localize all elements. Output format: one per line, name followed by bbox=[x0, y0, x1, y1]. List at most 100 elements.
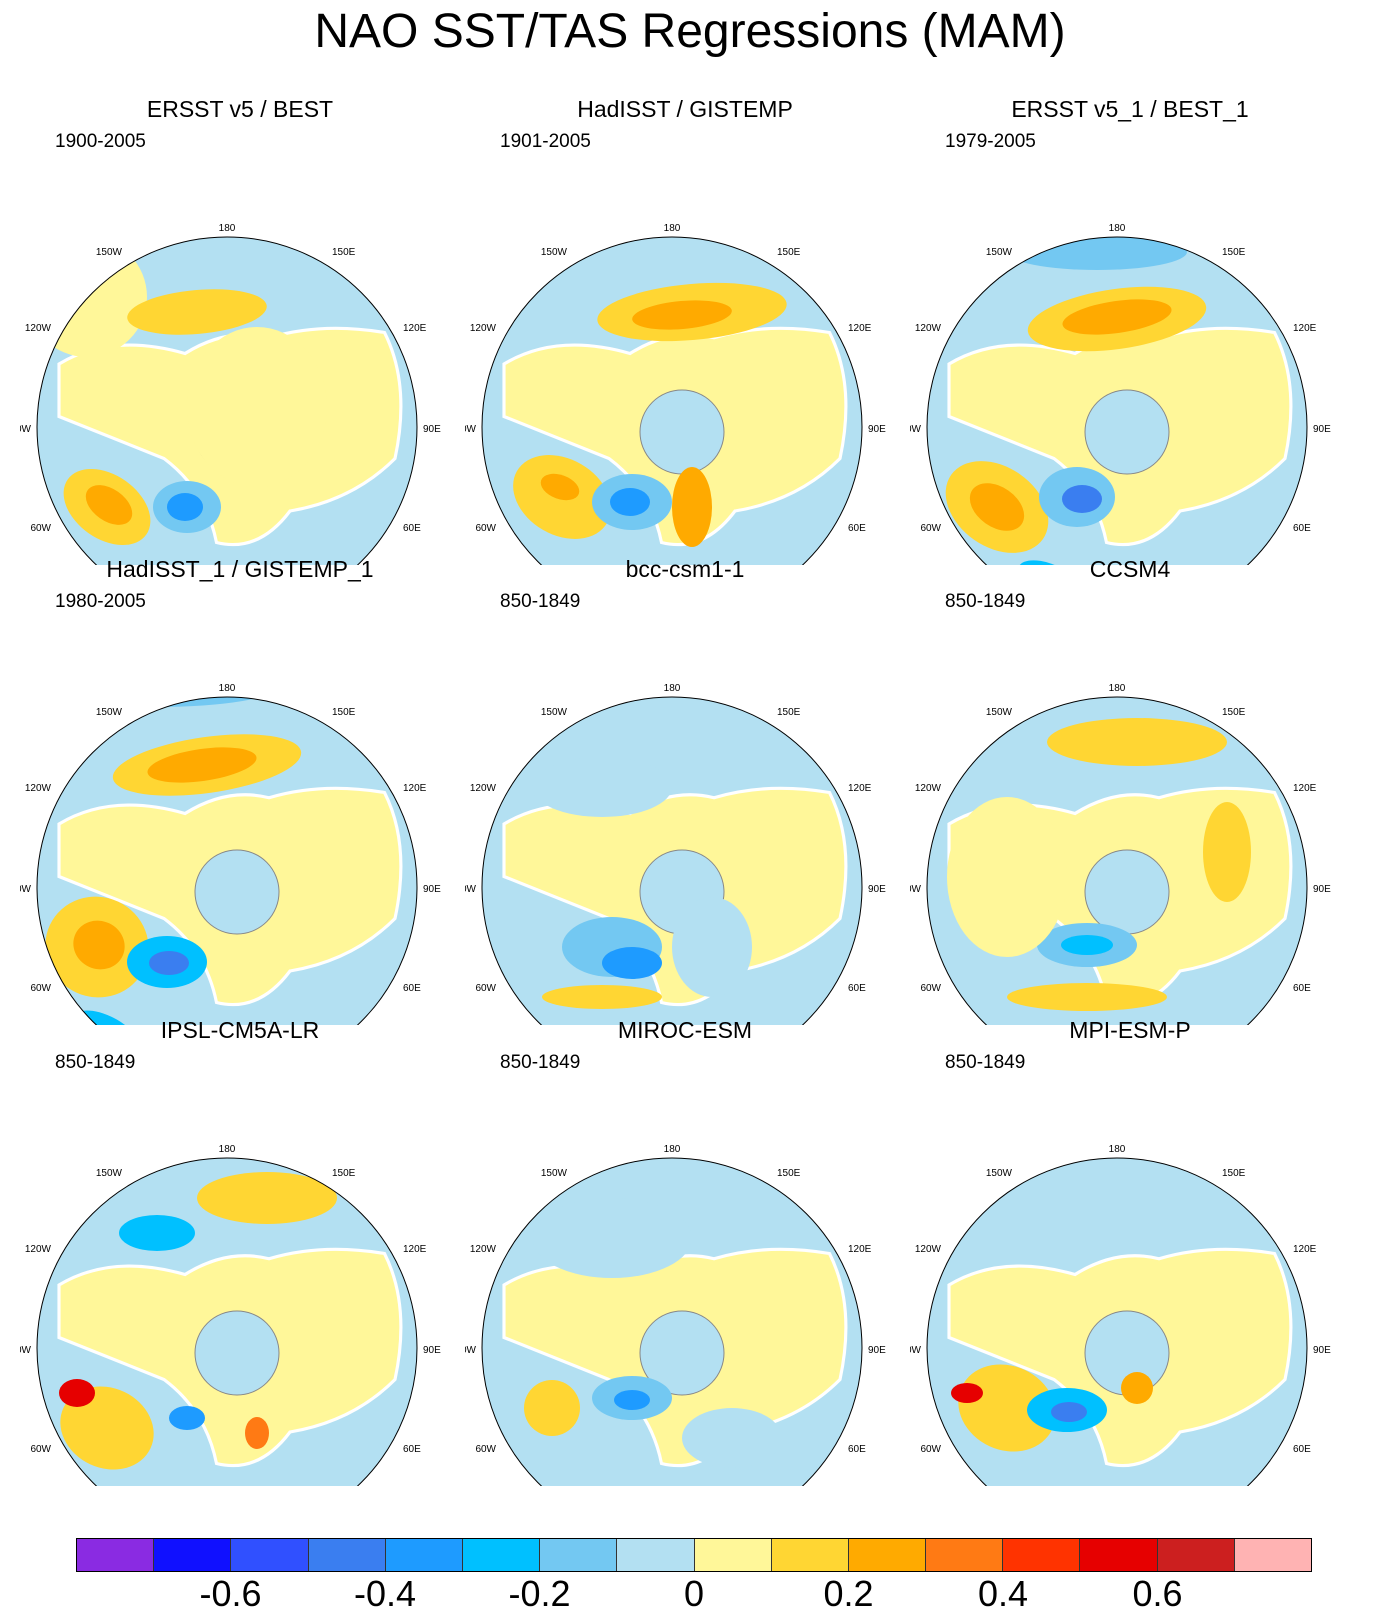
colorbar-swatch bbox=[848, 1539, 927, 1571]
longitude-label: 60E bbox=[1293, 1444, 1311, 1455]
colorbar-swatch bbox=[694, 1539, 772, 1571]
map-panel: 1800150W150E120W120E90W90E60W60E30W30Ebc… bbox=[465, 555, 905, 1025]
anomaly-contour bbox=[167, 493, 203, 521]
longitude-label: 90E bbox=[1313, 1345, 1331, 1356]
anomaly-contour bbox=[951, 1383, 983, 1403]
longitude-label: 60E bbox=[403, 983, 421, 994]
longitude-label: 90E bbox=[1313, 424, 1331, 435]
anomaly-contour bbox=[1051, 1402, 1087, 1422]
colorbar-swatch bbox=[1234, 1539, 1311, 1571]
map-panel: 1800150W150E120W120E90W90E60W60E30W30EMP… bbox=[910, 1016, 1350, 1486]
polar-map: 1800150W150E120W120E90W90E60W60E30W30E bbox=[20, 683, 441, 1025]
anomaly-contour bbox=[119, 1215, 195, 1251]
anomaly-contour bbox=[632, 300, 732, 330]
longitude-label: 90E bbox=[423, 884, 441, 895]
longitude-label: 120E bbox=[848, 323, 872, 334]
longitude-label: 120W bbox=[915, 1244, 942, 1255]
longitude-label: 120E bbox=[403, 323, 427, 334]
longitude-label: 150E bbox=[777, 707, 801, 718]
figure-title: NAO SST/TAS Regressions (MAM) bbox=[314, 5, 1066, 58]
panel-title: MIROC-ESM bbox=[617, 1017, 753, 1043]
longitude-label: 120W bbox=[470, 783, 497, 794]
longitude-label: 60E bbox=[403, 523, 421, 534]
map-boundary bbox=[481, 696, 863, 1025]
longitude-label: 60E bbox=[848, 523, 866, 534]
colorbar-swatch bbox=[385, 1539, 463, 1571]
longitude-label: 120E bbox=[1293, 783, 1317, 794]
longitude-label: 120W bbox=[25, 1244, 52, 1255]
longitude-label: 120E bbox=[403, 783, 427, 794]
longitude-label: 60W bbox=[30, 523, 51, 534]
longitude-label: 150W bbox=[541, 247, 568, 258]
anomaly-contour bbox=[532, 757, 672, 817]
polar-map: 1800150W150E120W120E90W90E60W60E30W30E bbox=[465, 683, 886, 1025]
anomaly-contour bbox=[37, 237, 147, 357]
longitude-label: 90W bbox=[910, 424, 922, 435]
colorbar-swatch bbox=[154, 1539, 232, 1571]
colorbar-tick-label: 0 bbox=[683, 1573, 705, 1614]
anomaly-contour bbox=[1007, 983, 1167, 1011]
map-boundary bbox=[481, 1157, 863, 1486]
longitude-label: 180 bbox=[219, 1144, 236, 1155]
anomaly-contour bbox=[73, 920, 125, 970]
longitude-label: 150W bbox=[96, 247, 123, 258]
polar-map: 1800150W150E120W120E90W90E60W60E30W30E bbox=[20, 1144, 441, 1486]
anomaly-contour bbox=[1121, 1372, 1153, 1404]
panel-period: 850-1849 bbox=[500, 1052, 581, 1073]
anomaly-contour bbox=[969, 483, 1025, 531]
colorbar bbox=[76, 1538, 1312, 1572]
anomaly-contour bbox=[602, 947, 662, 979]
longitude-label: 60E bbox=[1293, 983, 1311, 994]
longitude-label: 90W bbox=[465, 1345, 477, 1356]
map-boundary bbox=[36, 696, 418, 1025]
map-panel: 1800150W150E120W120E90W90E60W60E30W30EHa… bbox=[465, 95, 905, 565]
longitude-label: 90W bbox=[465, 884, 477, 895]
colorbar-tick-label: -0.2 bbox=[508, 1573, 571, 1614]
colorbar-tick-label: 0.2 bbox=[823, 1573, 874, 1614]
map-boundary bbox=[926, 1157, 1308, 1486]
colorbar-tick-label: -0.6 bbox=[199, 1573, 262, 1614]
map-boundary bbox=[481, 236, 863, 565]
panel-title: ERSST v5 / BEST bbox=[146, 96, 334, 122]
longitude-label: 150W bbox=[986, 707, 1013, 718]
longitude-label: 120W bbox=[915, 323, 942, 334]
longitude-label: 120W bbox=[25, 323, 52, 334]
longitude-label: 90E bbox=[868, 884, 886, 895]
anomaly-contour bbox=[147, 747, 257, 783]
colorbar-swatch bbox=[1157, 1539, 1235, 1571]
anomaly-contour bbox=[37, 697, 277, 707]
colorbar-tick-label: 0.6 bbox=[1132, 1573, 1183, 1614]
longitude-label: 180 bbox=[219, 223, 236, 234]
arctic-ocean bbox=[194, 849, 280, 935]
panel-title: ERSST v5_1 / BEST_1 bbox=[1011, 96, 1249, 122]
polar-map: 1800150W150E120W120E90W90E60W60E30W30E bbox=[910, 1144, 1331, 1486]
colorbar-swatch bbox=[771, 1539, 849, 1571]
anomaly-contour bbox=[947, 797, 1067, 957]
polar-map: 1800150W150E120W120E90W90E60W60E30W30E bbox=[20, 223, 441, 565]
longitude-label: 60W bbox=[30, 1444, 51, 1455]
longitude-label: 90W bbox=[20, 884, 32, 895]
longitude-label: 90W bbox=[910, 884, 922, 895]
longitude-label: 60W bbox=[920, 983, 941, 994]
anomaly-contour bbox=[610, 488, 650, 516]
longitude-label: 60E bbox=[1293, 523, 1311, 534]
anomaly-contour bbox=[1062, 299, 1172, 335]
longitude-label: 150E bbox=[1222, 707, 1246, 718]
longitude-label: 60W bbox=[475, 1444, 496, 1455]
longitude-label: 120E bbox=[1293, 323, 1317, 334]
longitude-label: 60W bbox=[920, 523, 941, 534]
panel-title: bcc-csm1-1 bbox=[625, 556, 745, 582]
longitude-label: 120W bbox=[25, 783, 52, 794]
colorbar-tick-label: 0.4 bbox=[977, 1573, 1029, 1614]
colorbar-swatch bbox=[1003, 1539, 1081, 1571]
longitude-label: 60W bbox=[475, 983, 496, 994]
map-panel: 1800150W150E120W120E90W90E60W60E30W30E MI… bbox=[465, 1016, 905, 1486]
map-boundary bbox=[926, 236, 1308, 565]
polar-map: 1800150W150E120W120E90W90E60W60E30W30E bbox=[910, 223, 1331, 565]
polar-map: 1800150W150E120W120E90W90E60W60E30W30E bbox=[465, 1144, 886, 1486]
panel-period: 1979-2005 bbox=[945, 131, 1036, 152]
anomaly-contour bbox=[149, 951, 189, 975]
longitude-label: 120E bbox=[1293, 1244, 1317, 1255]
colorbar-swatch bbox=[77, 1539, 155, 1571]
panel-period: 1901-2005 bbox=[500, 131, 591, 152]
